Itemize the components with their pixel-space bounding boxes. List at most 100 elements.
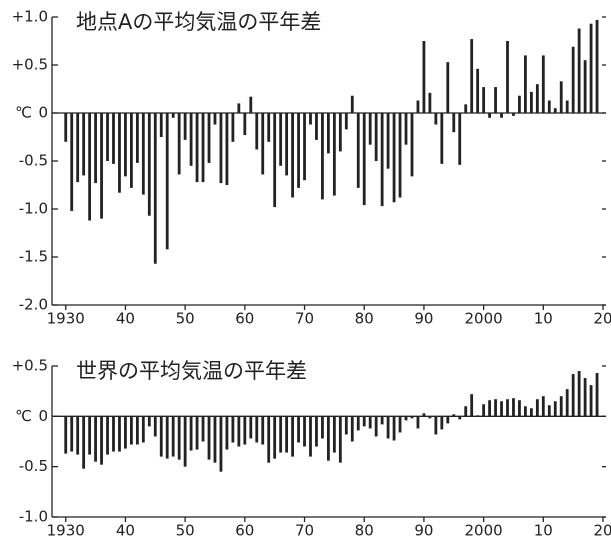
- x-tick-label: 20: [593, 310, 611, 328]
- bar: [529, 408, 533, 417]
- bar: [94, 416, 97, 462]
- bar: [350, 95, 354, 113]
- bar: [106, 416, 109, 455]
- bar: [541, 396, 545, 417]
- bar: [285, 416, 289, 453]
- bar: [159, 416, 163, 457]
- bar: [356, 113, 360, 188]
- bar: [476, 68, 480, 113]
- bar: [589, 385, 593, 417]
- bar: [452, 414, 456, 417]
- bar: [327, 113, 330, 154]
- bar: [529, 91, 533, 113]
- bar: [362, 416, 366, 427]
- bar: [416, 100, 420, 113]
- bar: [315, 113, 318, 140]
- bar: [553, 108, 557, 113]
- bar: [243, 416, 247, 445]
- bar: [261, 113, 265, 175]
- bar: [458, 113, 462, 165]
- bar: [595, 373, 599, 417]
- y-axis-label: ℃: [15, 104, 32, 122]
- bar: [404, 416, 408, 421]
- bar: [386, 416, 390, 439]
- bar: [64, 113, 68, 142]
- bar: [225, 416, 229, 450]
- x-tick-label: 50: [176, 522, 195, 536]
- bar: [88, 416, 92, 455]
- bar: [428, 416, 432, 419]
- bar: [577, 28, 581, 113]
- bar: [571, 374, 575, 417]
- bar: [315, 416, 318, 447]
- bar: [70, 113, 74, 211]
- bar: [279, 113, 283, 166]
- x-tick-label: 70: [295, 310, 314, 328]
- bar: [506, 399, 509, 417]
- bar: [201, 113, 205, 183]
- bar: [565, 100, 569, 113]
- bar: [94, 113, 97, 184]
- bar: [512, 398, 515, 417]
- bar: [392, 416, 396, 441]
- x-tick-label: 10: [534, 522, 553, 536]
- bar: [571, 46, 575, 114]
- bar: [88, 113, 92, 221]
- bar: [368, 113, 372, 145]
- bar: [452, 113, 456, 133]
- x-tick-label: 80: [355, 310, 374, 328]
- y-tick-label: +1.0: [12, 8, 48, 26]
- bar: [112, 416, 115, 452]
- bar: [535, 84, 539, 113]
- bar: [422, 41, 426, 113]
- bar: [112, 113, 115, 164]
- bar: [482, 87, 486, 113]
- bar: [291, 113, 294, 198]
- bar: [368, 416, 372, 429]
- bar: [255, 416, 259, 443]
- bar: [177, 416, 181, 460]
- bar: [237, 416, 241, 447]
- bar: [541, 55, 545, 113]
- bar: [344, 113, 348, 130]
- bar: [267, 416, 271, 463]
- bar: [577, 371, 581, 417]
- bar: [273, 113, 277, 208]
- bar: [297, 416, 300, 443]
- x-tick-label: 40: [116, 310, 135, 328]
- x-tick-label: 40: [116, 522, 135, 536]
- bar: [237, 103, 241, 113]
- bar: [64, 416, 68, 454]
- bar: [249, 96, 253, 113]
- bar: [482, 404, 486, 417]
- bar: [255, 113, 259, 150]
- bar: [100, 113, 103, 219]
- bar: [518, 95, 521, 113]
- bar: [118, 416, 121, 452]
- bar: [279, 416, 283, 453]
- y-axis-label: ℃: [15, 407, 32, 425]
- bar: [165, 416, 169, 459]
- bar: [506, 41, 509, 113]
- x-tick-label: 2000: [465, 522, 503, 536]
- bar: [147, 416, 151, 427]
- x-tick-label: 60: [235, 310, 254, 328]
- bar: [500, 401, 503, 417]
- bar: [183, 113, 187, 140]
- bar: [416, 416, 420, 429]
- bar: [76, 113, 80, 183]
- bar: [440, 416, 444, 430]
- bar: [213, 113, 217, 125]
- bar: [464, 406, 468, 417]
- x-tick-label: 70: [295, 522, 314, 536]
- x-tick-label: 1930: [47, 522, 85, 536]
- y-tick-label: -1.0: [19, 508, 48, 526]
- bar: [153, 416, 157, 437]
- bar: [201, 416, 205, 442]
- chart-title: 世界の平均気温の平年差: [76, 359, 307, 383]
- bar: [159, 113, 163, 137]
- bar: [171, 416, 175, 457]
- bar: [303, 113, 306, 181]
- bar: [207, 113, 211, 163]
- bar: [231, 113, 235, 142]
